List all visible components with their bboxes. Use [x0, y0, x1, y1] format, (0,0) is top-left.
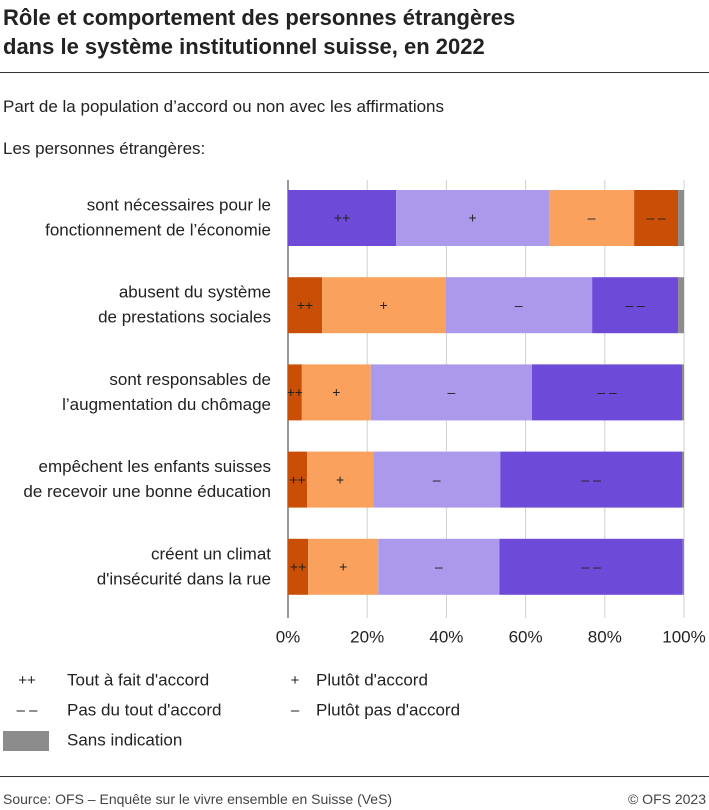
bar-segment	[288, 538, 309, 595]
x-tick-label: 60%	[509, 627, 543, 646]
bar-segment	[531, 364, 683, 421]
segment-symbol: – –	[646, 210, 666, 226]
bar-segment	[592, 277, 679, 334]
legend-symbol: – –	[17, 702, 39, 719]
segment-symbol: +	[468, 210, 476, 226]
x-tick-label: 20%	[350, 627, 384, 646]
legend-label: Pas du tout d'accord	[67, 700, 221, 719]
segment-symbol: –	[435, 559, 443, 575]
segment-symbol: – –	[625, 297, 645, 313]
bar-segment	[445, 277, 593, 334]
category-label: créent un climat	[151, 544, 271, 563]
bar-segment	[288, 364, 302, 421]
bar-segment	[308, 538, 379, 595]
segment-symbol: +	[336, 471, 344, 487]
segment-symbol: ++	[334, 210, 350, 226]
category-label: de recevoir une bonne éducation	[23, 482, 271, 501]
segment-symbol: – –	[581, 471, 601, 487]
bar-segment	[548, 190, 635, 246]
segment-symbol: –	[515, 297, 523, 313]
bar-segment	[370, 364, 532, 421]
bar-segment	[288, 190, 397, 246]
segment-symbol: –	[447, 384, 455, 400]
group-label: Les personnes étrangères:	[3, 139, 206, 158]
segment-symbol: –	[433, 471, 441, 487]
bar-segment	[682, 538, 684, 595]
bar-segment	[378, 538, 500, 595]
legend-label: Sans indication	[67, 730, 182, 749]
bar-segment	[301, 364, 371, 421]
bar-segment	[288, 451, 308, 508]
category-label: abusent du système	[119, 283, 271, 302]
category-label: de prestations sociales	[98, 308, 271, 327]
segment-symbol: – –	[597, 384, 617, 400]
category-label: d'insécurité dans la rue	[97, 569, 271, 588]
bar-segment	[396, 190, 549, 246]
legend-symbol: ++	[18, 672, 36, 689]
x-tick-label: 0%	[276, 627, 301, 646]
rule	[0, 72, 709, 73]
source: Source: OFS – Enquête sur le vivre ensem…	[3, 791, 393, 807]
category-label: fonctionnement de l’économie	[45, 220, 271, 239]
bar-segment	[322, 277, 446, 334]
bar-segment	[500, 451, 683, 508]
category-label: sont nécessaires pour le	[87, 195, 271, 214]
rule	[0, 776, 709, 777]
legend-label: Plutôt d'accord	[316, 670, 428, 689]
segment-symbol: +	[380, 297, 388, 313]
bar-segment	[634, 190, 679, 246]
bar-segment	[288, 277, 323, 334]
legend-swatch	[3, 731, 49, 751]
chart: 0% 20% 40% 60% 80% 100% sont nécessaires pour …	[3, 180, 706, 751]
subtitle: Part de la population d’accord ou non av…	[3, 97, 445, 116]
bar-segment	[682, 451, 684, 508]
bar-segment	[678, 190, 684, 246]
chart-title: Rôle et comportement des personnes étran…	[3, 5, 516, 59]
category-label: empêchent les enfants suisses	[39, 457, 271, 476]
category-label: l’augmentation du chômage	[62, 395, 271, 414]
x-tick-label: 40%	[429, 627, 463, 646]
x-tick-label: 80%	[588, 627, 622, 646]
bar-segment	[682, 364, 684, 421]
bar-segment	[499, 538, 683, 595]
segment-symbol: ++	[290, 559, 306, 575]
segment-symbol: ++	[289, 471, 305, 487]
copyright: © OFS 2023	[627, 791, 706, 807]
legend-label: Tout à fait d'accord	[67, 670, 209, 689]
legend-symbol: –	[291, 702, 300, 719]
segment-symbol: ++	[297, 297, 313, 313]
legend-symbol: +	[291, 672, 300, 689]
x-tick-label: 100%	[662, 627, 705, 646]
bar-segment	[373, 451, 501, 508]
bar-segment	[678, 277, 684, 334]
segment-symbol: +	[332, 384, 340, 400]
segment-symbol: – –	[581, 559, 601, 575]
segment-symbol: ++	[287, 384, 303, 400]
segment-symbol: +	[339, 559, 347, 575]
category-label: sont responsables de	[109, 370, 271, 389]
segment-symbol: –	[588, 210, 596, 226]
bar-segment	[307, 451, 374, 508]
legend-label: Plutôt pas d'accord	[316, 700, 460, 719]
